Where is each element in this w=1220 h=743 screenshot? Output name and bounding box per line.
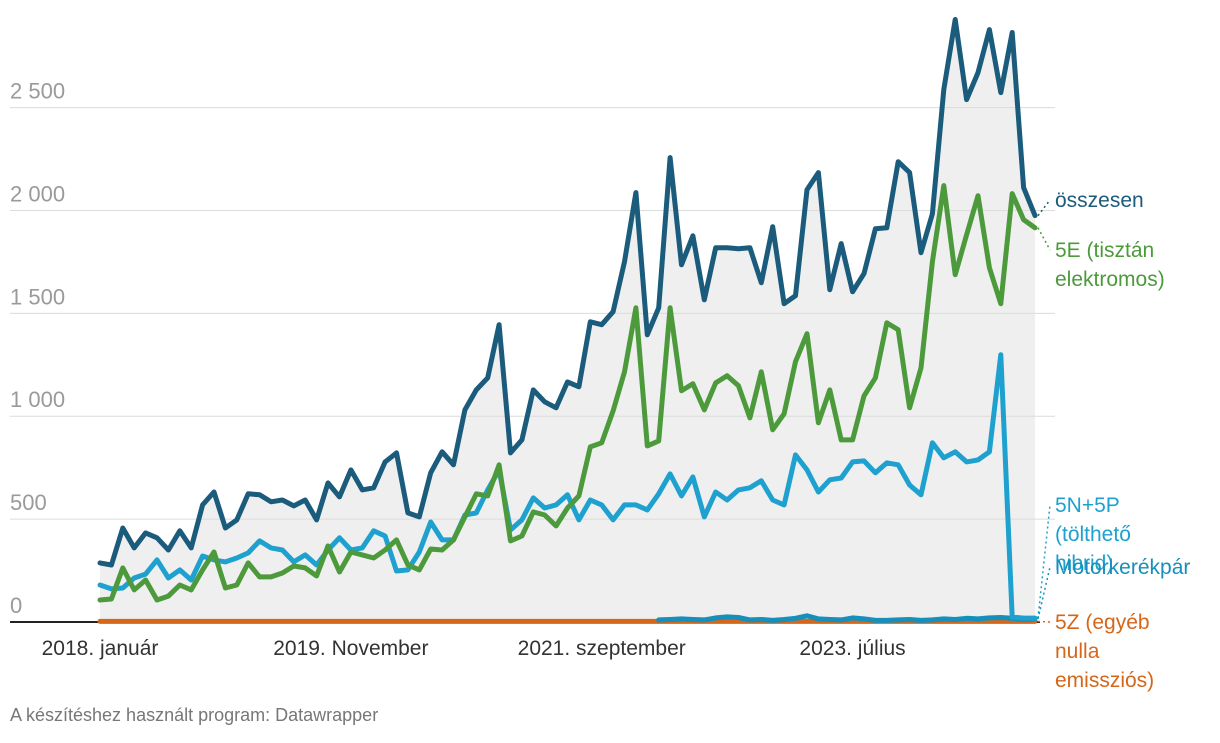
- legend-label: Motorkerékpár: [1055, 556, 1190, 579]
- y-tick-label: 0: [10, 593, 22, 618]
- x-tick-label: 2019. November: [273, 637, 428, 660]
- total-area: [100, 19, 1035, 622]
- footer: A készítéshez használt program: Datawrap…: [10, 705, 378, 725]
- legend-label: 5Z (egyéb nulla emissziós): [1055, 611, 1155, 692]
- legend-connector: [1037, 504, 1051, 619]
- x-tick-label: 2018. január: [42, 637, 159, 660]
- x-tick-label: 2021. szeptember: [518, 637, 686, 660]
- legend-line: emissziós): [1055, 669, 1154, 692]
- legend-connector: [1037, 620, 1051, 623]
- legend-line: 5N+5P: [1055, 494, 1125, 517]
- legend-line: 5E (tisztán: [1055, 239, 1160, 262]
- legend-line: (tölthető: [1055, 523, 1137, 546]
- x-tick-label: 2023. július: [799, 637, 905, 660]
- y-tick-label: 1 500: [10, 284, 65, 309]
- legend-label: 5N+5P (tölthető hibrid): [1055, 494, 1137, 575]
- series-line: [97, 17, 1038, 568]
- legend-line: elektromos): [1055, 268, 1165, 291]
- legend-label: összesen: [1055, 189, 1144, 212]
- legend-label: 5E (tisztán elektromos): [1055, 239, 1165, 291]
- y-tick-label: 2 000: [10, 181, 65, 206]
- y-tick-label: 2 500: [10, 79, 65, 104]
- series-line: [656, 613, 1038, 623]
- legend-connector: [1037, 199, 1051, 217]
- series-line: [97, 183, 1038, 603]
- y-tick-label: 1 000: [10, 387, 65, 412]
- legend-line: hibrid): [1055, 552, 1113, 575]
- y-tick-label: 500: [10, 490, 47, 515]
- legend-connector: [1037, 227, 1051, 251]
- series-line: [97, 352, 1038, 621]
- legend-connector: [1037, 566, 1051, 620]
- legend-line: 5Z (egyéb: [1055, 611, 1155, 634]
- legend-line: nulla: [1055, 640, 1105, 663]
